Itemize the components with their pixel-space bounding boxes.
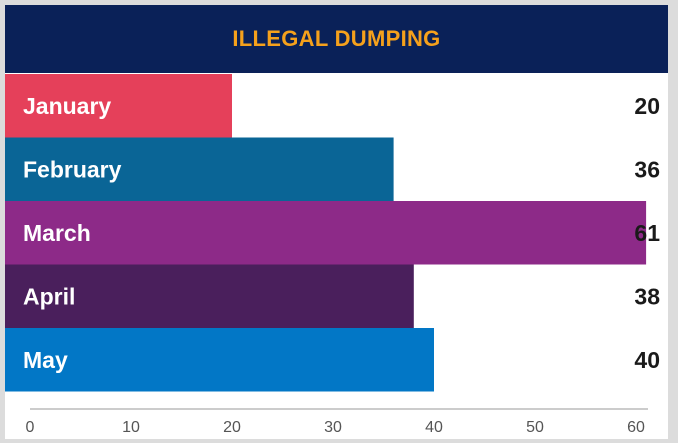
bar-january <box>5 74 232 138</box>
value-label: 38 <box>634 283 660 309</box>
x-tick-label: 60 <box>627 419 645 436</box>
x-tick-label: 20 <box>223 419 241 436</box>
value-label: 36 <box>634 156 660 182</box>
category-label: February <box>23 156 122 182</box>
chart-header: ILLEGAL DUMPING <box>5 5 668 73</box>
bar-april <box>5 264 414 328</box>
category-label: April <box>23 283 75 309</box>
x-tick-label: 10 <box>122 419 140 436</box>
category-label: January <box>23 93 111 119</box>
category-label: March <box>23 220 91 246</box>
bar-march <box>5 201 647 265</box>
x-tick-label: 0 <box>26 419 35 436</box>
value-label: 20 <box>634 93 660 119</box>
x-tick-label: 50 <box>526 419 544 436</box>
category-label: May <box>23 347 68 373</box>
value-label: 40 <box>634 347 660 373</box>
x-tick-label: 30 <box>324 419 342 436</box>
value-label: 61 <box>634 220 660 246</box>
x-tick-label: 40 <box>425 419 443 436</box>
bar-february <box>5 137 394 201</box>
chart-title: ILLEGAL DUMPING <box>232 26 441 51</box>
bar-may <box>5 328 434 392</box>
bar-chart: January 20 February 36 March 61 April 38 May 40 0 1… <box>5 74 660 436</box>
chart-panel: ILLEGAL DUMPING January 20 February 36 March… <box>5 5 668 439</box>
